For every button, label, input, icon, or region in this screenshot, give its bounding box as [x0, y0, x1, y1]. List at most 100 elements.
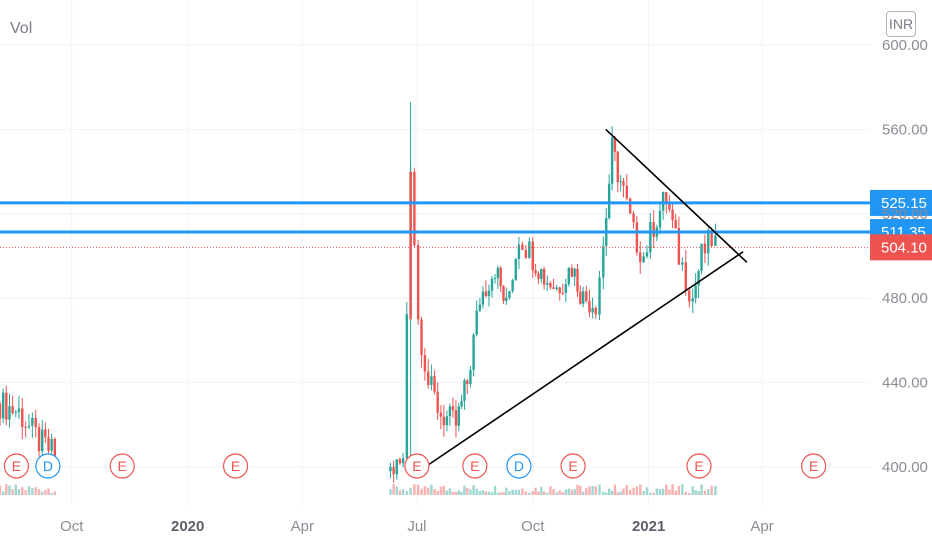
volume-bar: [534, 487, 537, 495]
volume-bar: [1, 491, 5, 495]
event-marker-e: [404, 453, 430, 479]
candle-body: [517, 244, 521, 259]
level-price-label: 525.15: [881, 195, 927, 212]
volume-bar: [37, 489, 41, 495]
volume-bar: [508, 490, 511, 495]
volume-bar: [710, 485, 713, 495]
volume-bar: [517, 489, 521, 495]
candle-body: [53, 438, 57, 456]
volume-bar: [677, 486, 681, 495]
volume-bar: [21, 487, 24, 495]
x-tick-label: Apr: [750, 518, 773, 535]
candle-body: [24, 426, 27, 428]
candle-body: [11, 406, 14, 414]
candle-body: [436, 391, 439, 413]
candle-body: [392, 466, 395, 475]
candle-body: [628, 198, 632, 214]
event-marker-label: E: [231, 458, 240, 474]
last-price-tag: [870, 234, 932, 261]
volume-bar: [481, 490, 485, 495]
candle-body: [457, 406, 460, 426]
candle-body: [703, 243, 707, 254]
volume-bar: [31, 487, 34, 495]
candle-body: [478, 304, 482, 311]
volume-bar: [645, 487, 649, 495]
x-tick-label: 2020: [171, 518, 204, 535]
event-marker-e: [3, 453, 30, 479]
volume-bar: [8, 485, 11, 495]
event-marker-label: D: [43, 458, 53, 474]
volume-bar: [570, 489, 574, 495]
candle-body: [469, 369, 472, 384]
candle-body: [688, 290, 691, 302]
volume-bar: [469, 489, 472, 495]
candle-body: [707, 230, 710, 254]
volume-bar: [511, 489, 514, 495]
y-tick-label: 600.00: [882, 37, 928, 54]
volume-bar: [700, 484, 703, 495]
candle-body: [463, 380, 466, 401]
volume-bar: [490, 492, 494, 495]
level-price-tag: [870, 189, 932, 216]
candle-body: [430, 376, 433, 385]
event-marker-e: [222, 453, 249, 479]
volume-bar: [460, 491, 463, 495]
candle-body: [531, 241, 534, 271]
volume-bar: [707, 489, 710, 495]
volume-bar: [496, 492, 500, 495]
candle-body: [389, 466, 392, 472]
volume-bar: [442, 485, 446, 495]
candle-body: [475, 310, 478, 335]
volume-bar: [558, 490, 561, 495]
candle-body: [542, 268, 546, 285]
candle-body: [581, 291, 585, 304]
volume-bar: [11, 489, 14, 495]
volume-bar: [628, 489, 632, 495]
candle-body: [439, 412, 443, 417]
event-marker-d: [506, 453, 532, 479]
candle-body: [632, 213, 635, 223]
candle-body: [416, 245, 420, 320]
volume-bar: [499, 492, 502, 495]
volume-bar: [24, 490, 27, 495]
candle-body: [613, 137, 617, 152]
candle-body: [652, 222, 655, 237]
event-marker-label: D: [514, 458, 524, 474]
candle-body: [451, 406, 455, 411]
candle-body: [671, 209, 674, 221]
currency-badge[interactable]: INR: [886, 11, 916, 37]
candle-body: [17, 408, 21, 413]
volume-bar: [14, 484, 17, 495]
volume-bar: [632, 487, 635, 495]
volume-bar: [401, 489, 405, 495]
volume-bar: [697, 491, 700, 495]
candle-body: [594, 307, 597, 315]
volume-bar: [665, 484, 668, 495]
volume-bar: [579, 485, 582, 495]
volume-bar: [622, 488, 625, 495]
volume-bar: [625, 484, 629, 495]
candle-body: [570, 267, 574, 277]
volume-bar: [703, 490, 707, 495]
volume-bar: [588, 486, 591, 495]
event-marker-d: [35, 453, 61, 479]
candle-body: [14, 412, 17, 414]
candle-body: [21, 408, 24, 427]
volume-bar: [642, 491, 645, 495]
volume-bar: [478, 490, 482, 495]
candle-body: [537, 273, 540, 280]
x-tick-label: Apr: [291, 518, 314, 535]
candle-body: [34, 417, 37, 428]
candle-body: [37, 427, 41, 452]
candle-body: [405, 314, 409, 459]
candle-body: [658, 210, 662, 228]
candle-body: [691, 298, 694, 302]
volume-bar: [413, 484, 416, 495]
y-tick-label: 560.00: [882, 121, 928, 138]
volume-bar: [505, 487, 508, 495]
event-marker-label: E: [12, 458, 21, 474]
candle-body: [561, 293, 564, 295]
candle-body: [602, 245, 605, 278]
